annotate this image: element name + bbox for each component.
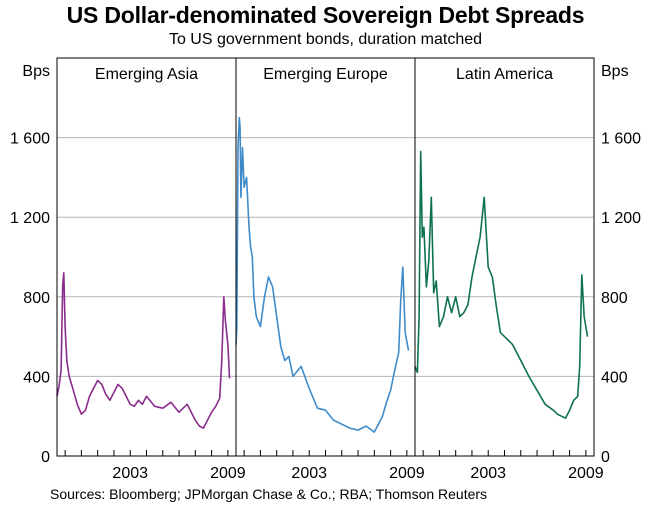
series-line-latin-america [414,150,589,420]
y-tick-label-left: 0 [41,449,50,466]
series-line-emerging-europe [235,116,410,433]
chart-title: US Dollar-denominated Sovereign Debt Spr… [66,2,585,28]
label-layer: 0 0 400 400 800 800 1 200 1 200 1 600 1 600 Bps Bps… [10,63,641,482]
panel-title: Emerging Europe [263,66,388,83]
panel-title: Latin America [456,66,553,83]
y-tick-label-left: 800 [23,290,50,307]
y-tick-label-left: 1 200 [10,210,50,227]
x-tick-label: 2009 [389,465,425,482]
series-layer [56,116,589,433]
x-tick-label: 2003 [291,465,327,482]
y-tick-label-right: 400 [601,369,628,386]
y-tick-label-left: 1 600 [10,131,50,148]
y-tick-label-right: 800 [601,290,628,307]
y-tick-label-right: 1 600 [601,131,641,148]
grid-lines [57,137,594,377]
y-tick-label-right: 0 [601,449,610,466]
panel-title: Emerging Asia [95,66,198,83]
sources-note: Sources: Bloomberg; JPMorgan Chase & Co.… [50,486,488,502]
chart-subtitle: To US government bonds, duration matched [168,31,483,48]
y-tick-label-left: 400 [23,369,50,386]
y-unit-right: Bps [601,63,629,80]
series-line-emerging-asia [56,272,231,429]
x-tick-label: 2009 [568,465,604,482]
chart-frame [56,57,595,457]
x-tick-label: 2003 [112,465,148,482]
x-tick-label: 2009 [210,465,246,482]
x-tick-label: 2003 [470,465,506,482]
y-unit-left: Bps [22,63,50,80]
y-tick-label-right: 1 200 [601,210,641,227]
plot-border [56,57,595,457]
